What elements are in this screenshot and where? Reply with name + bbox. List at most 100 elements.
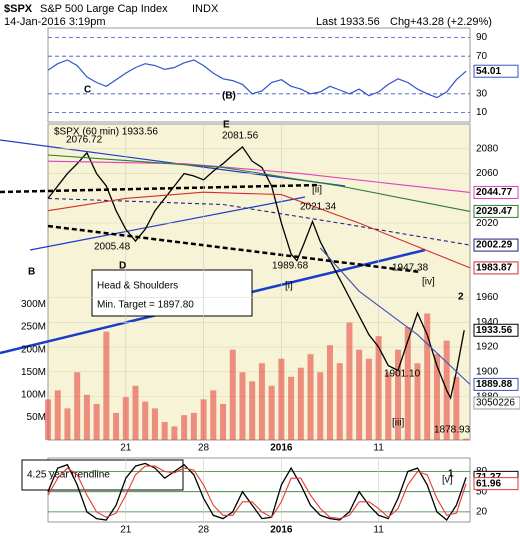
volume-bar — [433, 354, 440, 440]
volume-tick-label: 100M — [21, 389, 46, 400]
volume-bar — [326, 345, 333, 440]
x-tick-label: 28 — [198, 443, 210, 454]
volume-bar — [181, 415, 188, 440]
volume-tick-label: 50M — [27, 412, 46, 423]
y-tick-label: 1940 — [476, 317, 499, 328]
annotation: (B) — [222, 91, 236, 102]
volume-bar — [200, 399, 207, 440]
hs-box — [91, 269, 253, 317]
y-tick-label: 70 — [476, 51, 488, 62]
volume-bar — [93, 403, 100, 440]
value-box — [473, 204, 519, 218]
y-tick-label: 90 — [476, 32, 488, 43]
volume-bar — [385, 372, 392, 440]
series-line — [47, 160, 471, 193]
value-box — [473, 323, 519, 337]
value-box-label: 2044.77 — [476, 187, 513, 198]
volume-bar — [190, 412, 197, 440]
y-tick-label: 30 — [476, 88, 488, 99]
series-line — [319, 247, 471, 385]
volume-bar — [268, 385, 275, 440]
annotation: 1947.38 — [392, 263, 429, 274]
volume-bar — [453, 376, 460, 440]
rsi-panel — [47, 27, 471, 123]
y-tick-label: 2020 — [476, 218, 499, 229]
value-box — [473, 261, 519, 275]
annotation: [iv] — [422, 277, 435, 288]
symbol: $SPX — [4, 3, 33, 15]
volume-bar — [132, 385, 139, 440]
volume-bar — [278, 358, 285, 440]
annotation: 2005.48 — [94, 242, 131, 253]
value-box-label: 1983.87 — [476, 263, 513, 274]
volume-bar — [288, 376, 295, 440]
annotation: [v] — [442, 475, 453, 486]
volume-bar — [365, 358, 372, 440]
trendline — [29, 196, 306, 251]
annotation: 4.25 year trendline — [27, 470, 110, 481]
value-box — [473, 477, 519, 491]
value-box-label: 54.01 — [476, 66, 501, 77]
volume-tick-label: 300M — [21, 299, 46, 310]
x-tick-label: 2016 — [270, 443, 293, 454]
volume-bar — [220, 403, 227, 440]
series-line — [47, 197, 471, 246]
volume-bar — [336, 363, 343, 440]
volume-bar — [229, 349, 236, 440]
last-label: Last — [316, 16, 337, 28]
volume-bar — [171, 426, 178, 440]
volume-bar — [103, 331, 110, 440]
x-tick-label: 2016 — [270, 525, 293, 536]
series-line — [47, 191, 471, 269]
volume-bar — [375, 336, 382, 440]
value-box-label: 2029.47 — [476, 206, 513, 217]
annotation: [i] — [285, 281, 293, 292]
volume-bar — [317, 372, 324, 440]
annotation: B — [28, 267, 35, 278]
value-box — [473, 64, 519, 78]
value-box — [473, 396, 520, 410]
value-box — [473, 377, 519, 391]
x-tick-label: 11 — [373, 443, 384, 454]
volume-bar — [249, 381, 256, 440]
annotation: D — [119, 261, 126, 272]
volume-bar — [395, 349, 402, 440]
annotation: 1901.10 — [384, 369, 421, 380]
volume-bar — [258, 363, 265, 440]
x-tick-label: 11 — [373, 525, 384, 536]
annotation: 2 — [458, 292, 464, 303]
volume-bar — [239, 372, 246, 440]
y-tick-label: 2060 — [476, 168, 499, 179]
volume-bar — [424, 313, 431, 440]
volume-bar — [463, 438, 470, 440]
volume-bar — [83, 394, 90, 440]
volume-bar — [113, 412, 120, 440]
chg-value: +43.28 (+2.29%) — [410, 16, 492, 28]
annotation: 2076.72 — [66, 135, 103, 146]
annotation: 1989.68 — [272, 261, 309, 272]
annotation: 2081.56 — [222, 131, 259, 142]
annotation: 2021.34 — [300, 202, 337, 213]
annotation: 1878.93 — [434, 425, 471, 436]
annotation: E — [223, 120, 230, 131]
y-tick-label: 10 — [476, 107, 488, 118]
volume-bar — [45, 399, 51, 440]
volume-tick-label: 200M — [21, 344, 46, 355]
y-tick-label: 1960 — [476, 292, 499, 303]
annotation: Min. Target = 1897.80 — [97, 300, 194, 311]
annotation: [iii] — [392, 418, 404, 429]
value-box — [473, 185, 519, 199]
value-box-label: 1933.56 — [476, 325, 513, 336]
chg-label: Chg — [390, 16, 410, 28]
neckline — [47, 224, 421, 274]
value-box-label: 61.96 — [476, 478, 501, 489]
volume-tick-label: 250M — [21, 322, 46, 333]
value-box-label: 3050226 — [476, 398, 515, 409]
volume-bar — [142, 401, 149, 440]
date: 14-Jan-2016 3:19pm — [4, 16, 106, 28]
volume-bar — [122, 397, 129, 440]
annotation: C — [84, 85, 91, 96]
value-box-label: 1889.88 — [476, 379, 513, 390]
volume-bar — [414, 363, 421, 440]
annotation: [ii] — [312, 185, 322, 196]
